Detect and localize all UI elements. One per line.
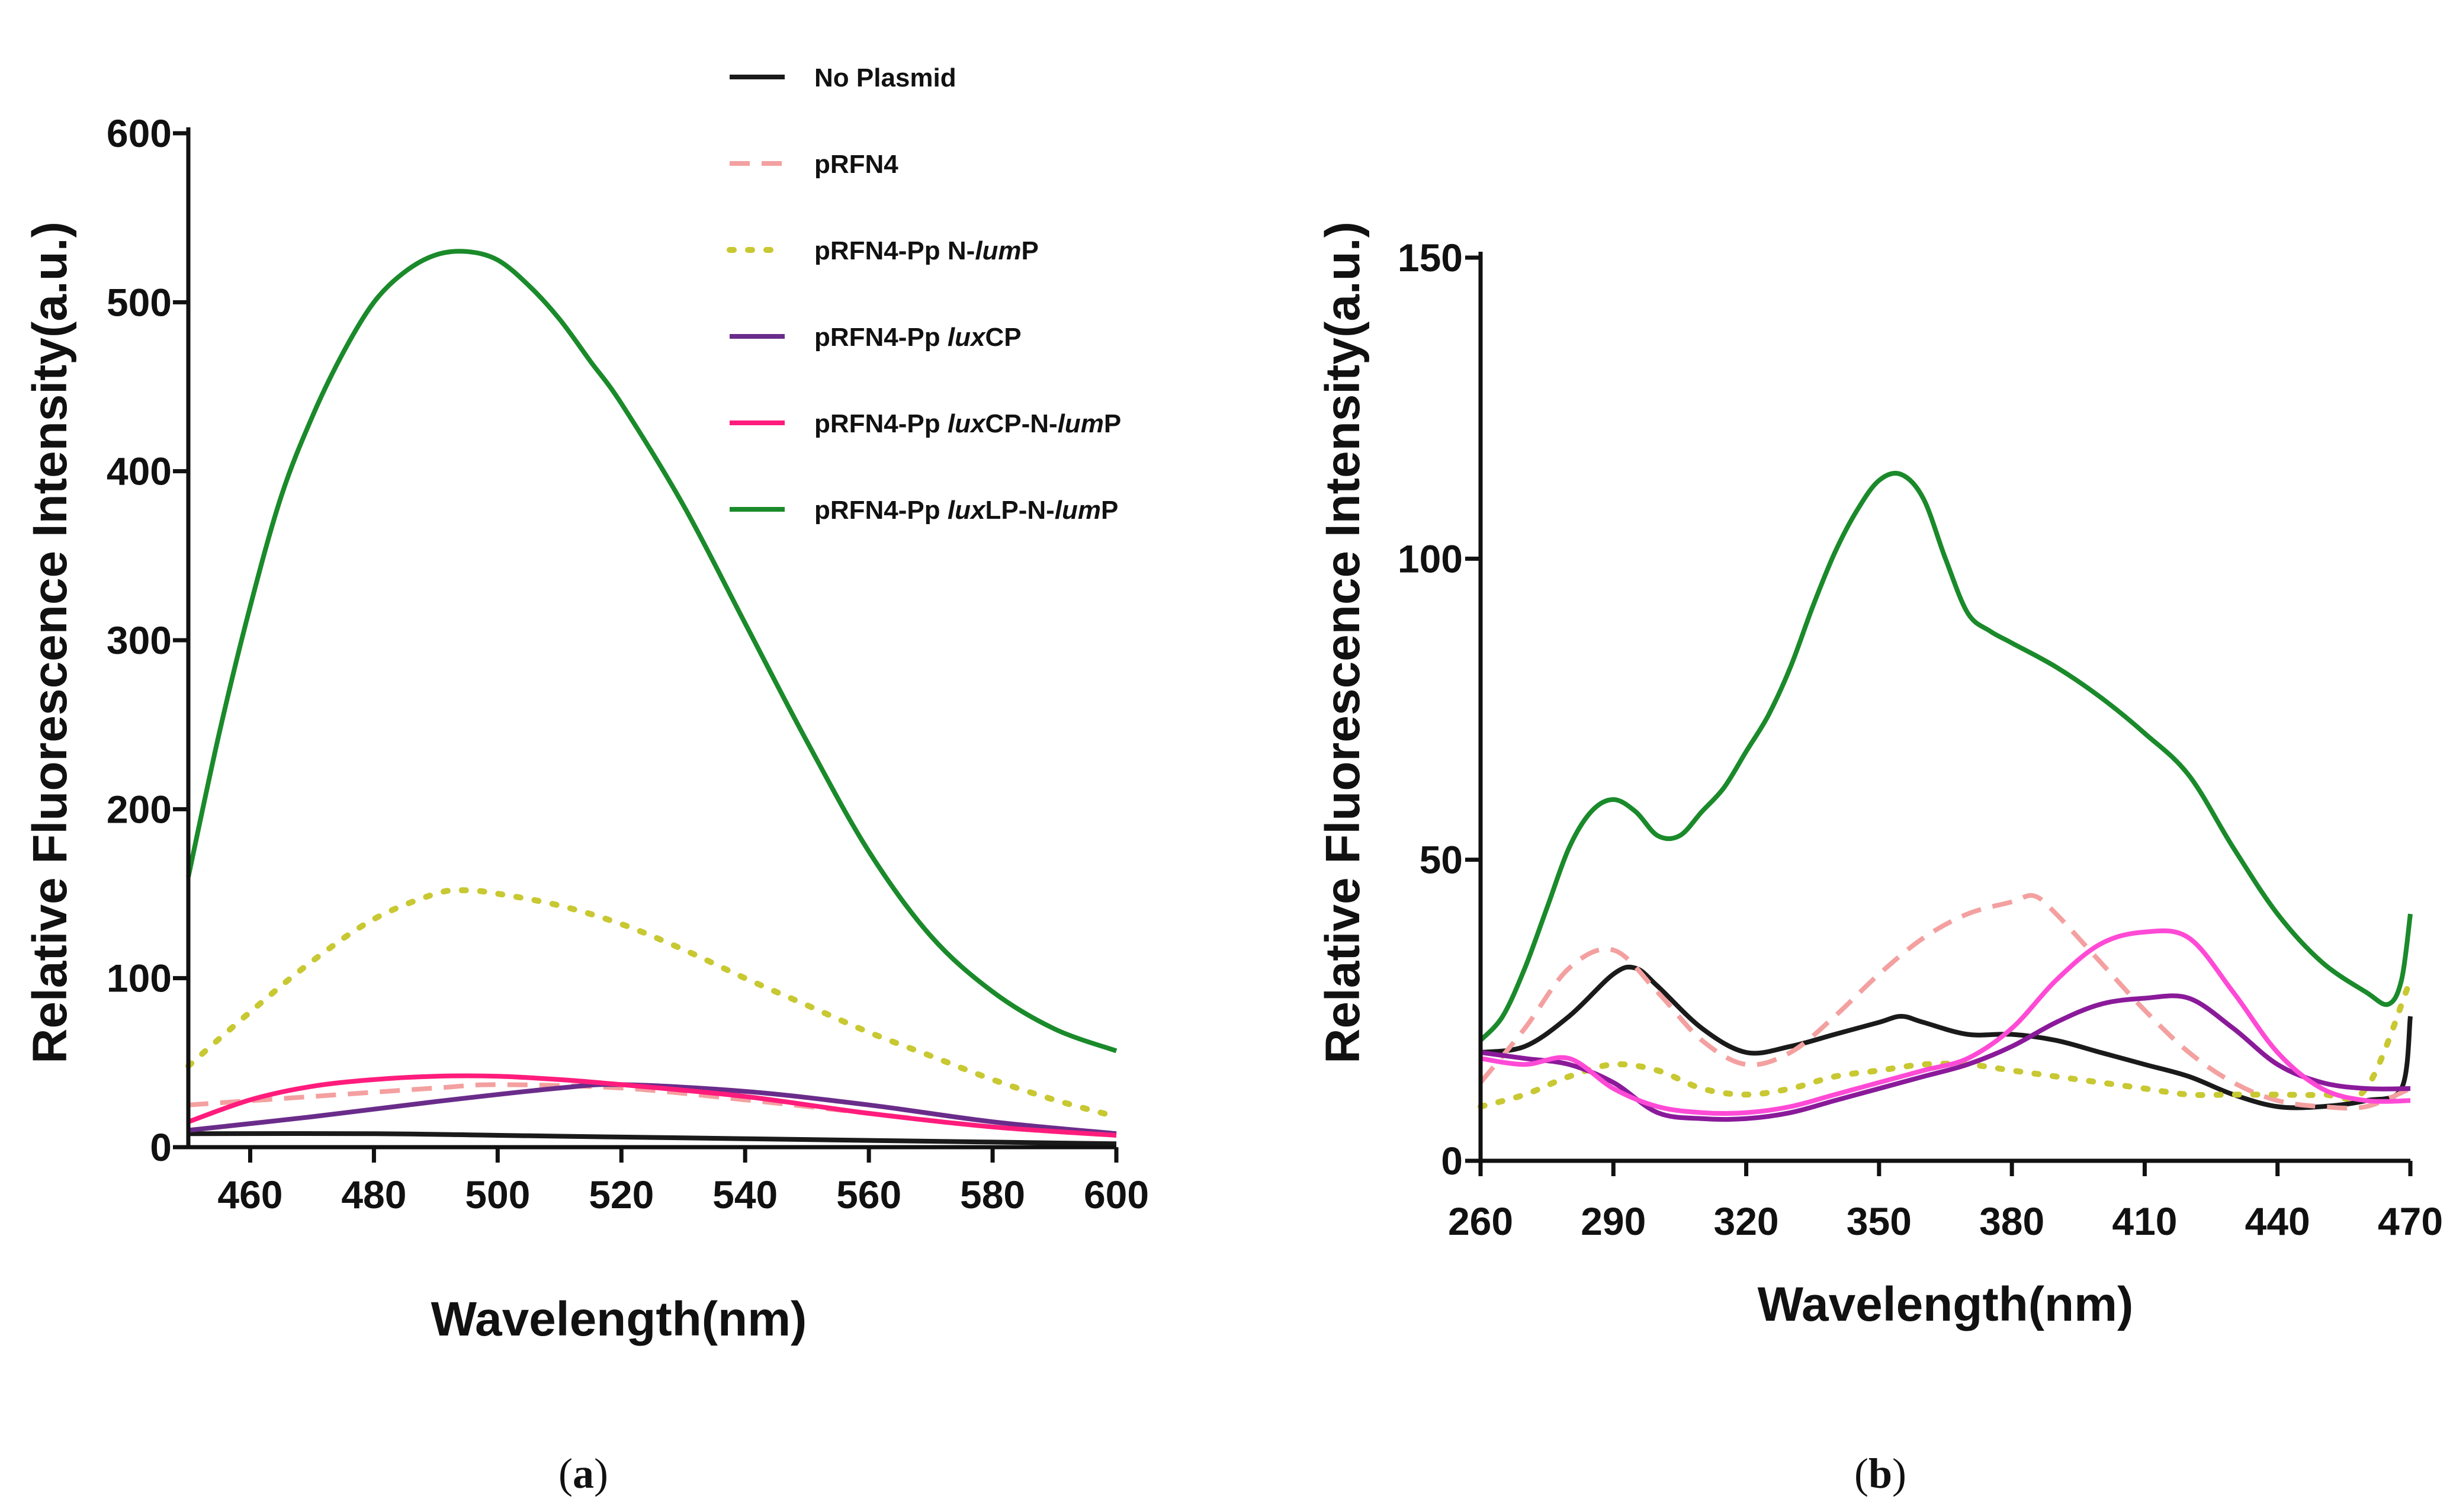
chart-b-panel-label: (b) (1854, 1450, 1906, 1497)
chart-b-series-5 (1479, 471, 2413, 1042)
chart-a-xtick-label-5: 560 (836, 1173, 901, 1216)
legend-label-4: pRFN4-Pp luxCP-N-lumP (814, 409, 1121, 438)
chart-b-ytick-label-0: 0 (1441, 1139, 1463, 1183)
chart-b-ytick-label-2: 100 (1398, 537, 1463, 580)
chart-b-xtick-label-6: 440 (2245, 1199, 2310, 1243)
legend-label-1-part-0: pRFN4 (814, 150, 898, 179)
legend-label-3-part-0: pRFN4-Pp (814, 323, 948, 352)
legend-label-5-part-2: LP-N- (985, 496, 1054, 525)
chart-a-xtick-label-6: 580 (960, 1173, 1025, 1216)
chart-a-ylabel: Relative Fluorescence Intensity(a.u.) (23, 221, 77, 1064)
chart-a: 460 480 500 520 540 560 580 600 0 100 200 300 400 500… (23, 63, 1149, 1497)
chart-a-panel-paren-open: ( (558, 1450, 573, 1497)
chart-a-ytick-label-5: 500 (107, 280, 172, 324)
chart-b-panel-letter: b (1868, 1450, 1892, 1497)
chart-a-ytick-label-4: 400 (107, 450, 172, 493)
chart-a-xtick-label-7: 600 (1084, 1173, 1149, 1216)
chart-b-xtick-label-3: 350 (1847, 1199, 1912, 1243)
chart-a-xtick-label-4: 540 (712, 1173, 778, 1216)
chart-b-panel-paren-close: ) (1892, 1450, 1906, 1497)
chart-b-panel-paren-open: ( (1854, 1450, 1868, 1497)
legend-label-4-part-3: lum (1058, 409, 1104, 438)
chart-b-series-4 (1480, 928, 2411, 1116)
chart-b-ytick-label-1: 50 (1420, 838, 1463, 882)
chart-b-xtick-label-2: 320 (1714, 1199, 1779, 1243)
legend-label-5-part-3: lum (1055, 496, 1101, 525)
legend-label-5-part-0: pRFN4-Pp (814, 496, 948, 525)
chart-b-xtick-label-5: 410 (2112, 1199, 2177, 1243)
chart-b-xtick-label-4: 380 (1979, 1199, 2044, 1243)
legend-label-0-part-0: No Plasmid (814, 63, 956, 92)
chart-b-xtick-label-7: 470 (2378, 1199, 2443, 1243)
chart-a-panel-paren-close: ) (594, 1450, 608, 1497)
legend-label-2-part-1: lum (975, 236, 1021, 265)
legend-label-5-part-4: P (1101, 496, 1118, 525)
legend-label-4-part-1: lux (948, 409, 986, 438)
chart-b-ytick-label-3: 150 (1398, 236, 1463, 280)
legend-label-3: pRFN4-Pp luxCP (814, 323, 1022, 352)
chart-b-xtick-label-0: 260 (1448, 1199, 1513, 1243)
legend-label-4-part-2: CP-N- (985, 409, 1057, 438)
legend-label-3-part-2: CP (985, 323, 1021, 352)
chart-b-ylabel: Relative Fluorescence Intensity(a.u.) (1316, 221, 1370, 1064)
legend-label-5-part-1: lux (948, 496, 986, 525)
chart-a-ytick-label-0: 0 (150, 1125, 172, 1169)
chart-a-xtick-label-0: 460 (217, 1173, 282, 1216)
chart-a-xtick-label-1: 480 (341, 1173, 406, 1216)
chart-a-series-5 (186, 249, 1118, 1054)
chart-a-ytick-label-6: 600 (107, 111, 172, 155)
chart-a-panel-label: (a) (558, 1450, 608, 1497)
chart-a-series-0 (188, 1131, 1117, 1147)
legend-label-4-part-4: P (1104, 409, 1121, 438)
chart-b-xtick-label-1: 290 (1581, 1199, 1646, 1243)
chart-b-series-1 (1478, 893, 2412, 1111)
legend-label-2: pRFN4-Pp N-lumP (814, 236, 1039, 265)
legend-label-3-part-1: lux (948, 323, 986, 352)
legend-label-5: pRFN4-Pp luxLP-N-lumP (814, 496, 1118, 525)
legend-label-1: pRFN4 (814, 150, 898, 179)
chart-b-xlabel: Wavelength(nm) (1758, 1277, 2134, 1331)
legend-label-2-part-0: pRFN4-Pp N- (814, 236, 975, 265)
chart-a-series-2 (185, 887, 1119, 1120)
chart-a-ytick-label-3: 300 (107, 618, 172, 662)
chart-a-series-4 (187, 1073, 1117, 1138)
chart-a-xtick-label-2: 500 (465, 1173, 530, 1216)
chart-a-panel-letter: a (573, 1450, 594, 1497)
legend-label-4-part-0: pRFN4-Pp (814, 409, 948, 438)
chart-b-series-0 (1480, 964, 2413, 1110)
legend-label-2-part-2: P (1022, 236, 1039, 265)
chart-a-ytick-label-1: 100 (107, 956, 172, 1000)
chart-a-ytick-label-2: 200 (107, 787, 172, 831)
legend-label-0: No Plasmid (814, 63, 956, 92)
chart-a-xtick-label-3: 520 (589, 1173, 654, 1216)
chart-b-plot: 260 290 320 350 380 410 440 470 0 50 100 150 (1398, 236, 2443, 1243)
chart-a-xlabel: Wavelength(nm) (431, 1292, 807, 1346)
chart-b: 260 290 320 350 380 410 440 470 0 50 100 150 Relati… (1316, 221, 2443, 1497)
chart-a-plot: 460 480 500 520 540 560 580 600 0 100 200 300 400 500… (107, 111, 1149, 1216)
